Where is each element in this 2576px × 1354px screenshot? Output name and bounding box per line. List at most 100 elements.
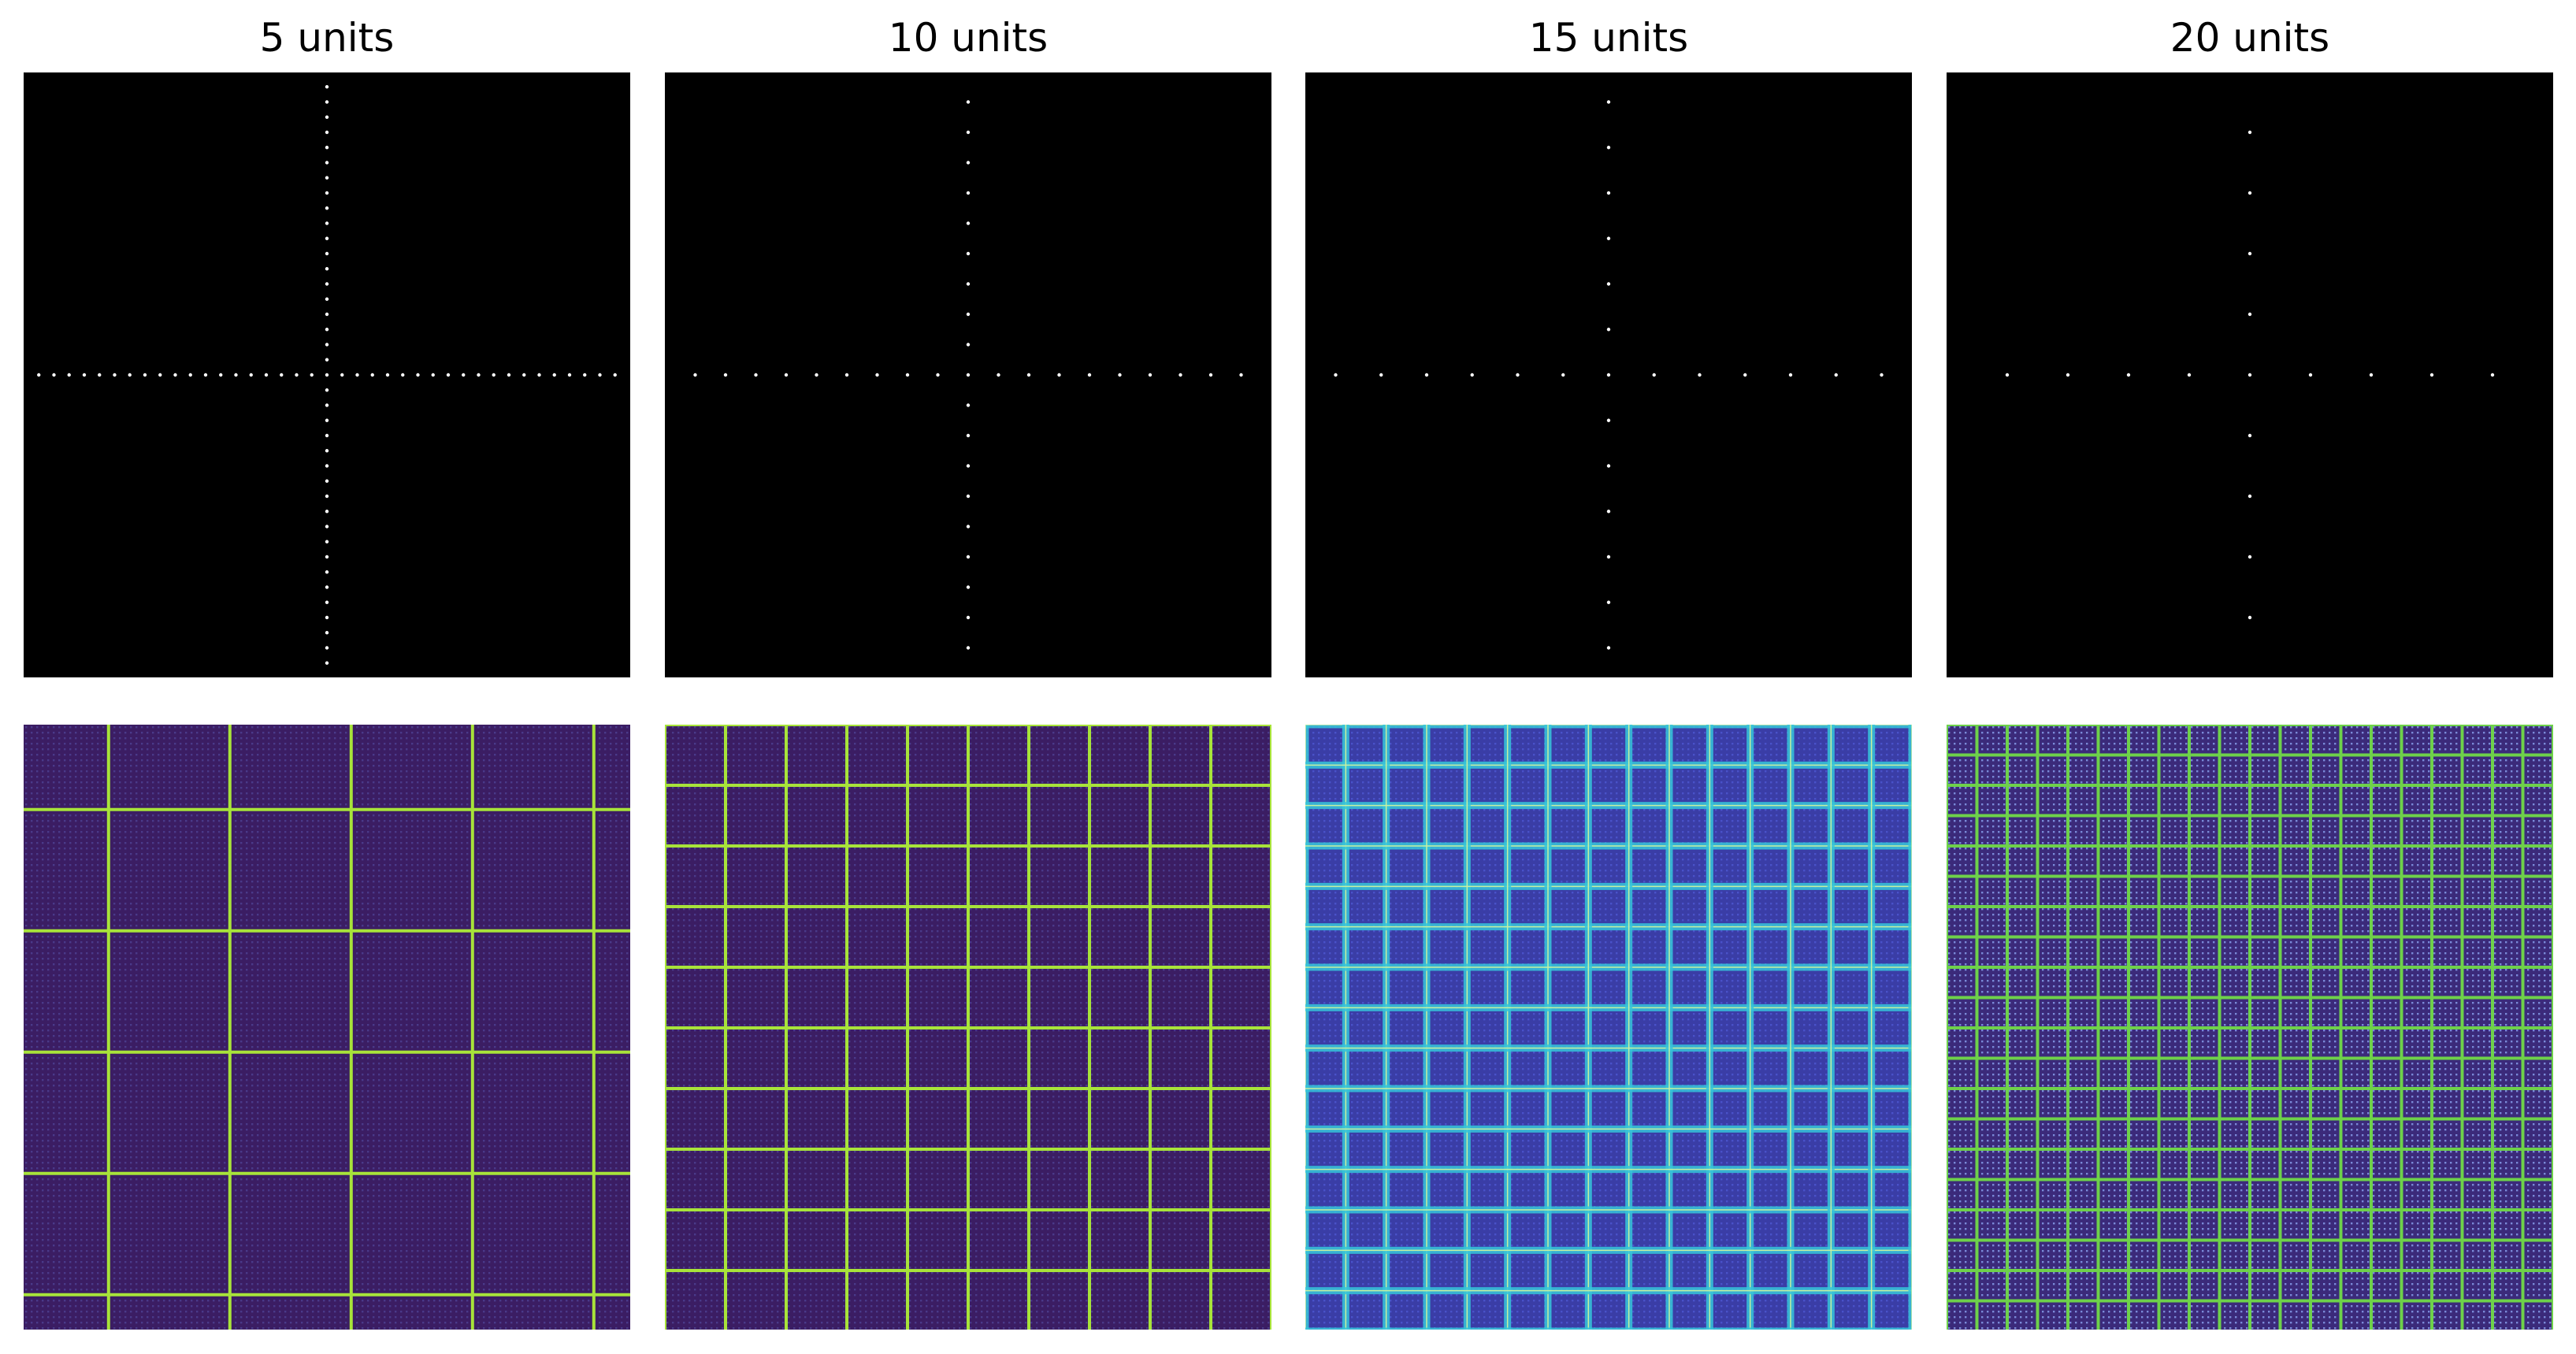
dot-cross-panel-20 xyxy=(1947,72,2553,677)
cross-dot-v xyxy=(325,585,328,588)
grid-plot-20 xyxy=(1947,725,2553,1330)
cross-dot-h xyxy=(1789,373,1792,377)
cross-dot-v xyxy=(325,191,328,195)
cross-dot-v xyxy=(325,480,328,483)
cross-dot-h xyxy=(967,373,970,377)
cross-dot-v xyxy=(1607,510,1610,513)
cross-dot-v xyxy=(325,298,328,301)
panel-title-1: 5 units xyxy=(24,14,630,61)
cross-dot-h xyxy=(310,373,314,377)
cross-dot-v xyxy=(325,662,328,665)
cross-dot-h xyxy=(98,373,101,377)
cross-dot-h xyxy=(815,373,818,377)
cross-dot-v xyxy=(967,221,970,224)
cross-dot-h xyxy=(143,373,147,377)
cross-dot-h xyxy=(2006,373,2009,377)
panel-background xyxy=(1305,725,1912,1330)
cross-dot-v xyxy=(967,403,970,406)
cross-dot-h xyxy=(158,373,161,377)
cross-dot-v xyxy=(325,616,328,619)
cross-dot-v xyxy=(325,601,328,604)
cross-dot-v xyxy=(2248,616,2251,619)
cross-dot-h xyxy=(2430,373,2433,377)
cross-dot-h xyxy=(1516,373,1519,377)
cross-dot-v xyxy=(325,328,328,331)
panel-background xyxy=(24,725,630,1330)
cross-dot-v xyxy=(325,206,328,210)
cross-dot-h xyxy=(204,373,207,377)
cross-dot-v xyxy=(325,570,328,573)
dot-cross-plot-10 xyxy=(665,72,1271,677)
cross-dot-v xyxy=(325,85,328,88)
cross-dot-h xyxy=(1149,373,1152,377)
cross-dot-h xyxy=(173,373,176,377)
cross-dot-v xyxy=(325,176,328,180)
cross-dot-v xyxy=(325,313,328,316)
cross-dot-v xyxy=(1607,419,1610,422)
cross-dot-v xyxy=(325,525,328,528)
dot-cross-plot-15 xyxy=(1305,72,1912,677)
cross-dot-v xyxy=(2248,495,2251,498)
cross-dot-v xyxy=(1607,464,1610,467)
cross-dot-h xyxy=(280,373,283,377)
cross-dot-v xyxy=(325,403,328,406)
cross-dot-h xyxy=(432,373,435,377)
dot-cross-panel-10 xyxy=(665,72,1271,677)
cross-dot-h xyxy=(1607,373,1610,377)
cross-dot-v xyxy=(2248,313,2251,316)
cross-dot-h xyxy=(295,373,298,377)
cross-dot-h xyxy=(2188,373,2191,377)
cross-dot-v xyxy=(325,116,328,119)
cross-dot-v xyxy=(2248,191,2251,195)
cross-dot-v xyxy=(325,237,328,240)
panel-title-2: 10 units xyxy=(665,14,1271,61)
cross-dot-h xyxy=(1027,373,1030,377)
cross-dot-h xyxy=(355,373,358,377)
cross-dot-h xyxy=(1209,373,1212,377)
cross-dot-v xyxy=(967,191,970,195)
cross-dot-h xyxy=(477,373,480,377)
cross-dot-h xyxy=(1653,373,1656,377)
cross-dot-h xyxy=(1239,373,1242,377)
cross-dot-v xyxy=(325,646,328,649)
cross-dot-v xyxy=(2248,555,2251,558)
cross-dot-v xyxy=(967,282,970,285)
cross-dot-h xyxy=(447,373,450,377)
cross-dot-h xyxy=(507,373,510,377)
cross-dot-v xyxy=(967,495,970,498)
cross-dot-v xyxy=(2248,131,2251,134)
cross-dot-v xyxy=(325,146,328,149)
cross-dot-v xyxy=(2248,252,2251,255)
cross-dot-v xyxy=(325,555,328,558)
cross-dot-h xyxy=(1088,373,1091,377)
cross-dot-v xyxy=(967,343,970,346)
cross-dot-h xyxy=(265,373,268,377)
cross-dot-h xyxy=(997,373,1000,377)
cross-dot-v xyxy=(325,434,328,437)
dot-cross-panel-15 xyxy=(1305,72,1912,677)
cross-dot-h xyxy=(401,373,404,377)
cross-dot-v xyxy=(967,161,970,164)
cross-dot-h xyxy=(219,373,222,377)
cross-dot-v xyxy=(325,161,328,164)
cross-dot-v xyxy=(325,252,328,255)
cross-dot-h xyxy=(724,373,727,377)
cross-dot-h xyxy=(2309,373,2312,377)
cross-dot-h xyxy=(522,373,525,377)
panel-title-3: 15 units xyxy=(1305,14,1912,61)
cross-dot-v xyxy=(967,252,970,255)
cross-dot-v xyxy=(967,555,970,558)
cross-dot-h xyxy=(189,373,192,377)
cross-dot-v xyxy=(1607,282,1610,285)
cross-dot-v xyxy=(967,525,970,528)
cross-dot-h xyxy=(1425,373,1428,377)
cross-dot-h xyxy=(2370,373,2373,377)
cross-dot-h xyxy=(340,373,343,377)
cross-dot-h xyxy=(1057,373,1060,377)
cross-dot-v xyxy=(1607,237,1610,240)
cross-dot-h xyxy=(37,373,40,377)
cross-dot-v xyxy=(967,616,970,619)
cross-dot-h xyxy=(462,373,465,377)
cross-dot-v xyxy=(1607,646,1610,649)
